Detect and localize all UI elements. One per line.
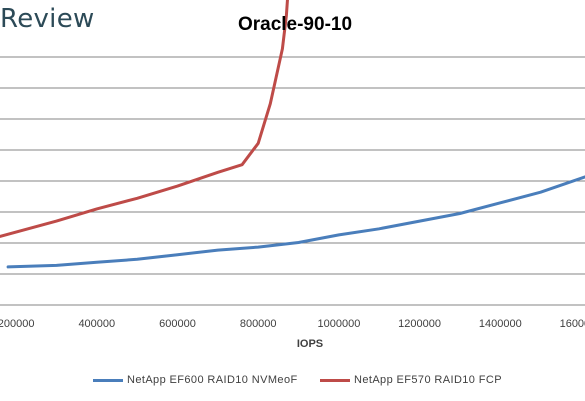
x-axis-label: IOPS bbox=[296, 338, 324, 350]
legend-item-ef570: NetApp EF570 RAID10 FCP bbox=[320, 374, 502, 386]
legend-label-ef600: NetApp EF600 RAID10 NVMeoF bbox=[127, 374, 298, 386]
gridlines bbox=[0, 56, 585, 306]
x-tick-label: 200000 bbox=[0, 318, 34, 330]
x-tick-label: 400000 bbox=[78, 318, 115, 330]
legend: NetApp EF600 RAID10 NVMeoF NetApp EF570 … bbox=[0, 374, 585, 390]
legend-swatch-ef570 bbox=[320, 378, 350, 382]
series-lines bbox=[0, 0, 585, 269]
series-line-0 bbox=[6, 175, 585, 269]
x-axis-ticks: 200000 400000 600000 800000 1000000 1200000 14… bbox=[0, 318, 585, 330]
x-tick-label: 800000 bbox=[240, 318, 277, 330]
x-tick-label: 1600000 bbox=[560, 318, 585, 330]
legend-label-ef570: NetApp EF570 RAID10 FCP bbox=[354, 374, 502, 386]
x-tick-label: 600000 bbox=[159, 318, 196, 330]
x-tick-label: 1400000 bbox=[479, 318, 522, 330]
x-tick-label: 1200000 bbox=[398, 318, 441, 330]
series-line-1 bbox=[0, 0, 289, 238]
brand-logo-text: Review bbox=[0, 4, 95, 34]
x-tick-label: 1000000 bbox=[317, 318, 360, 330]
chart-title: Oracle-90-10 bbox=[237, 14, 353, 35]
legend-swatch-ef600 bbox=[93, 378, 123, 382]
legend-item-ef600: NetApp EF600 RAID10 NVMeoF bbox=[93, 374, 298, 386]
